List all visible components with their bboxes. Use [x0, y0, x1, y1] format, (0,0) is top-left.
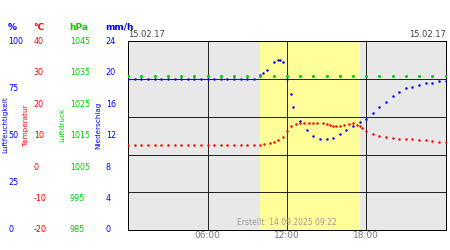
Text: %: %: [8, 23, 17, 32]
Text: 8: 8: [106, 162, 111, 172]
Text: 0: 0: [106, 226, 111, 234]
Text: mm/h: mm/h: [106, 23, 134, 32]
Text: Niederschlag: Niederschlag: [95, 101, 101, 149]
Text: Erstellt: 14.09.2025 09:22: Erstellt: 14.09.2025 09:22: [237, 218, 337, 227]
Text: 0: 0: [34, 162, 39, 172]
Text: 1035: 1035: [70, 68, 90, 77]
Text: 10: 10: [34, 131, 44, 140]
Text: 50: 50: [8, 131, 18, 140]
Text: -20: -20: [34, 226, 47, 234]
Text: 75: 75: [8, 84, 18, 93]
Text: 1045: 1045: [70, 37, 90, 46]
Text: Luftdruck: Luftdruck: [59, 108, 65, 142]
Text: Temperatur: Temperatur: [23, 104, 29, 146]
Text: Luftfeuchtigkeit: Luftfeuchtigkeit: [2, 96, 9, 153]
Text: 100: 100: [8, 37, 23, 46]
Text: 25: 25: [8, 178, 18, 187]
Text: hPa: hPa: [70, 23, 89, 32]
Text: 1025: 1025: [70, 100, 90, 109]
Text: 30: 30: [34, 68, 44, 77]
Text: 995: 995: [70, 194, 85, 203]
Text: 1005: 1005: [70, 162, 90, 172]
Text: -10: -10: [34, 194, 47, 203]
Text: 16: 16: [106, 100, 116, 109]
Text: 985: 985: [70, 226, 85, 234]
Text: 15.02.17: 15.02.17: [128, 30, 165, 39]
Text: 40: 40: [34, 37, 44, 46]
Bar: [261, 41, 360, 230]
Text: 1015: 1015: [70, 131, 90, 140]
Text: 12: 12: [106, 131, 116, 140]
Text: 24: 24: [106, 37, 116, 46]
Text: °C: °C: [34, 23, 45, 32]
Text: 20: 20: [34, 100, 44, 109]
Text: 4: 4: [106, 194, 111, 203]
Text: 15.02.17: 15.02.17: [409, 30, 446, 39]
Text: 0: 0: [8, 226, 13, 234]
Text: 20: 20: [106, 68, 116, 77]
